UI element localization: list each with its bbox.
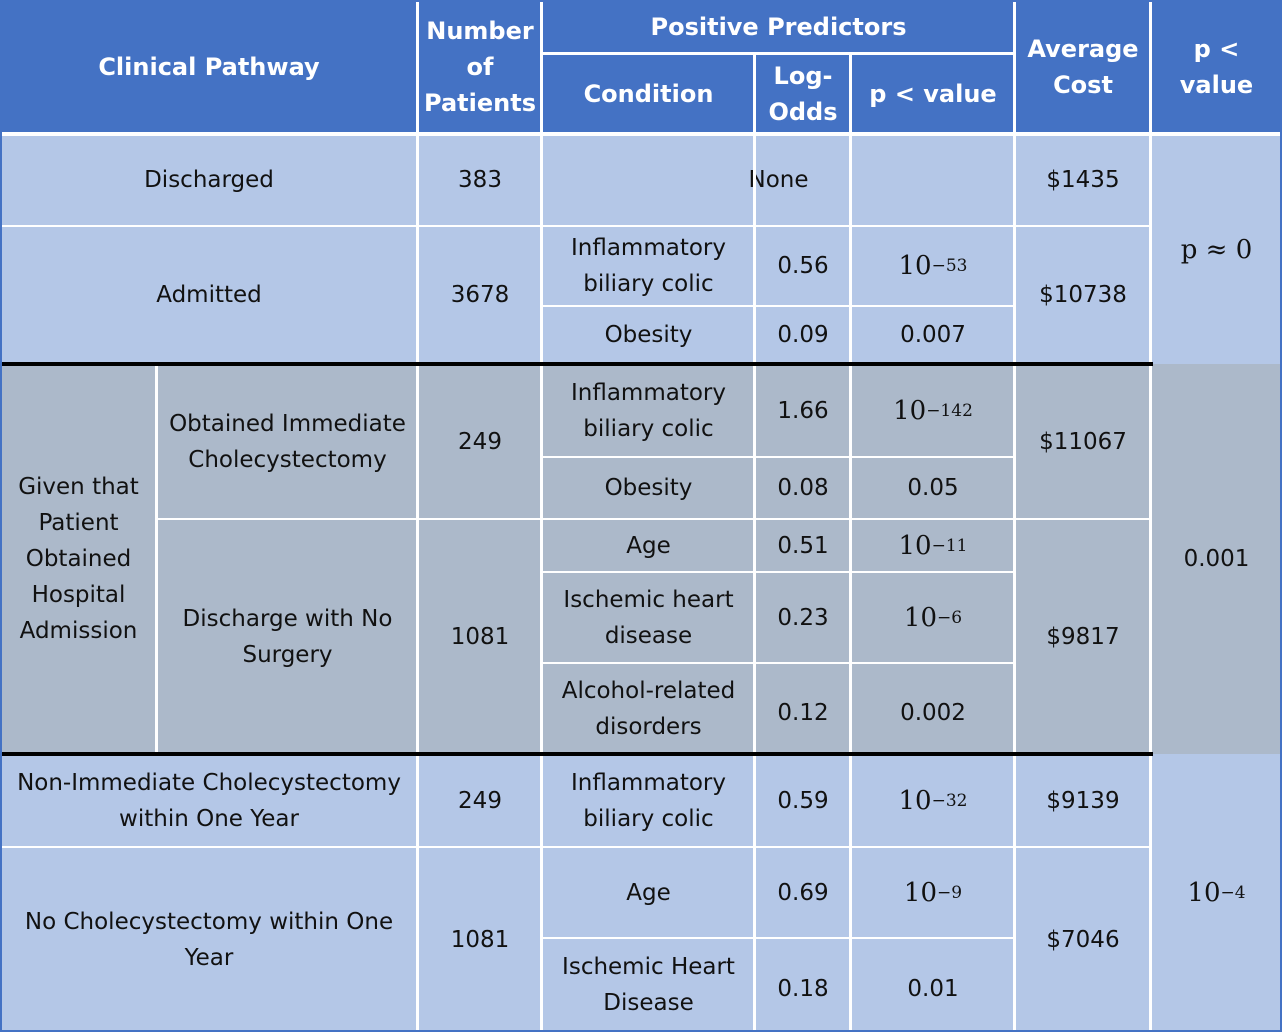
grid-line: [542, 937, 1015, 939]
admitted-pvalue-obesity: 0.007: [851, 306, 1015, 364]
non-immediate-logodds: 0.59: [755, 754, 851, 847]
block3-group-p-value: 10 −4: [1151, 754, 1282, 1032]
no-surgery-logodds-age: 0.51: [755, 519, 851, 572]
header-log-odds: Log-Odds: [755, 54, 851, 134]
header-number-of-patients: Number of Patients: [418, 0, 542, 134]
grid-line: [542, 52, 1015, 55]
non-immediate-pathway: Non-Immediate Cholecystectomy within One…: [0, 754, 418, 847]
admitted-logodds-obesity: 0.09: [755, 306, 851, 364]
immediate-cost: $11067: [1015, 364, 1151, 519]
no-surgery-condition-age: Age: [542, 519, 755, 572]
admitted-cost: $10738: [1015, 226, 1151, 364]
no-chole-pathway: No Cholecystectomy within One Year: [0, 847, 418, 1032]
immediate-logodds-inflammatory: 1.66: [755, 364, 851, 457]
no-chole-logodds-ischemic: 0.18: [755, 938, 851, 1032]
group-divider: [0, 362, 1153, 366]
no-chole-pvalue-age: 10 −9: [851, 847, 1015, 938]
grid-line: [542, 571, 1015, 573]
grid-line: [753, 54, 756, 1032]
immediate-pvalue-inflammatory: 10 −142: [851, 364, 1015, 457]
grid-line: [849, 54, 852, 1032]
no-surgery-pathway: Discharge with No Surgery: [157, 519, 418, 754]
discharged-pathway: Discharged: [0, 134, 418, 226]
header-group-p-value: p < value: [1151, 0, 1282, 134]
no-surgery-pvalue-age: 10 −11: [851, 519, 1015, 572]
grid-line: [542, 305, 1015, 307]
non-immediate-pvalue: 10 −32: [851, 754, 1015, 847]
grid-line: [542, 456, 1015, 458]
header-clinical-pathway: Clinical Pathway: [0, 0, 418, 134]
grid-line: [0, 132, 1282, 136]
grid-line: [1149, 0, 1152, 1032]
non-immediate-patients: 249: [418, 754, 542, 847]
block1-group-p-value: p ≈ 0: [1151, 134, 1282, 364]
immediate-logodds-obesity: 0.08: [755, 457, 851, 519]
immediate-patients: 249: [418, 364, 542, 519]
no-chole-condition-age: Age: [542, 847, 755, 938]
header-condition: Condition: [542, 54, 755, 134]
admitted-condition-inflammatory: Inflammatory biliary colic: [542, 226, 755, 306]
admitted-pathway: Admitted: [0, 226, 418, 364]
admitted-condition-obesity: Obesity: [542, 306, 755, 364]
no-surgery-condition-alcohol: Alcohol-related disorders: [542, 663, 755, 754]
no-chole-logodds-age: 0.69: [755, 847, 851, 938]
no-surgery-pvalue-alcohol: 0.002: [851, 663, 1015, 754]
grid-line: [0, 846, 1151, 848]
grid-line: [1013, 0, 1016, 1032]
no-chole-condition-ischemic: Ischemic Heart Disease: [542, 938, 755, 1032]
no-surgery-cost: $9817: [1015, 519, 1151, 754]
admitted-pvalue-inflammatory: 10 −53: [851, 226, 1015, 306]
immediate-condition-obesity: Obesity: [542, 457, 755, 519]
immediate-condition-inflammatory: Inflammatory biliary colic: [542, 364, 755, 457]
no-chole-patients: 1081: [418, 847, 542, 1032]
grid-line: [416, 0, 419, 1032]
grid-line: [0, 225, 1151, 227]
admitted-patients: 3678: [418, 226, 542, 364]
no-surgery-pvalue-ischemic: 10 −6: [851, 572, 1015, 663]
header-average-cost: Average Cost: [1015, 0, 1151, 134]
discharged-cost: $1435: [1015, 134, 1151, 226]
non-immediate-condition: Inflammatory biliary colic: [542, 754, 755, 847]
immediate-pvalue-obesity: 0.05: [851, 457, 1015, 519]
header-p-value: p < value: [851, 54, 1015, 134]
no-surgery-patients: 1081: [418, 519, 542, 754]
immediate-pathway: Obtained Immediate Cholecystectomy: [157, 364, 418, 519]
discharged-patients: 383: [418, 134, 542, 226]
grid-line: [157, 518, 1151, 520]
grid-line: [540, 0, 543, 1032]
group-divider: [0, 752, 1153, 756]
given-admission-label: Given that Patient Obtained Hospital Adm…: [0, 364, 157, 754]
non-immediate-cost: $9139: [1015, 754, 1151, 847]
no-surgery-condition-ischemic: Ischemic heart disease: [542, 572, 755, 663]
no-surgery-logodds-alcohol: 0.12: [755, 663, 851, 754]
grid-line: [155, 364, 158, 754]
block2-group-p-value: 0.001: [1151, 364, 1282, 754]
header-positive-predictors: Positive Predictors: [542, 0, 1015, 54]
no-chole-pvalue-ischemic: 0.01: [851, 938, 1015, 1032]
no-chole-cost: $7046: [1015, 847, 1151, 1032]
discharged-predictor-none: None: [542, 134, 1015, 226]
admitted-logodds-inflammatory: 0.56: [755, 226, 851, 306]
no-surgery-logodds-ischemic: 0.23: [755, 572, 851, 663]
grid-line: [542, 662, 1015, 664]
